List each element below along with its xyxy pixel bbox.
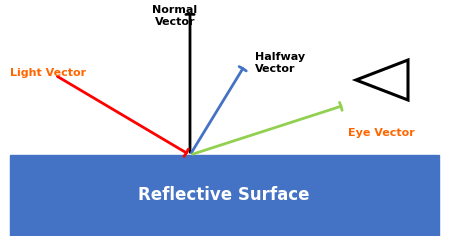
- Text: Reflective Surface: Reflective Surface: [138, 186, 310, 204]
- Text: Light Vector: Light Vector: [10, 68, 86, 78]
- Text: Eye Vector: Eye Vector: [348, 128, 415, 138]
- Bar: [10, 155, 439, 236]
- Text: Halfway
Vector: Halfway Vector: [255, 52, 305, 74]
- Text: Normal
Vector: Normal Vector: [153, 5, 198, 27]
